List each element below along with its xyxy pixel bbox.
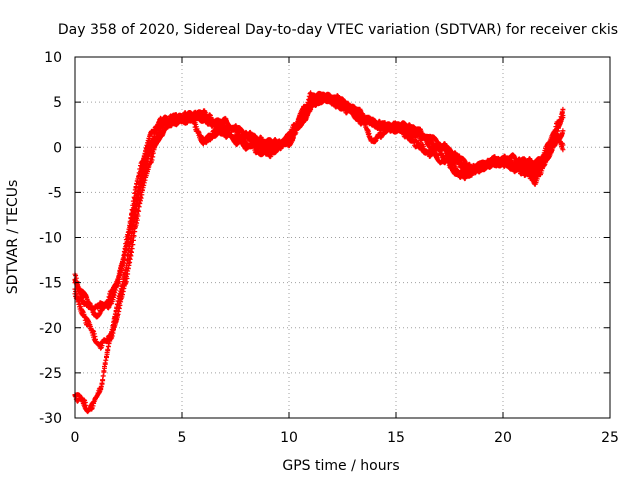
y-tick-label: -15 [39, 276, 62, 292]
y-tick-label: 5 [53, 95, 62, 111]
y-tick-label: 10 [44, 50, 62, 66]
x-tick-label: 5 [178, 430, 187, 446]
y-tick-label: -10 [39, 231, 62, 247]
grid [75, 57, 610, 418]
y-tick-label: 0 [53, 140, 62, 156]
x-tick-label: 15 [387, 430, 405, 446]
x-axis-title: GPS time / hours [282, 458, 399, 474]
y-tick-label: -25 [39, 366, 62, 382]
x-tick-label: 25 [601, 430, 619, 446]
x-tick-label: 20 [494, 430, 512, 446]
x-tick-label: 10 [280, 430, 298, 446]
x-tick-label: 0 [71, 430, 80, 446]
y-axis-title: SDTVAR / TECUs [5, 180, 21, 295]
y-tick-label: -20 [39, 321, 62, 337]
y-tick-label: -30 [39, 411, 62, 427]
axis-ticks: 0 5 10 15 20 25 -30 -25 -20 -15 -10 -5 0 5 10 [39, 50, 619, 446]
chart-title: Day 358 of 2020, Sidereal Day-to-day VTE… [58, 22, 618, 38]
y-tick-label: -5 [48, 185, 62, 201]
